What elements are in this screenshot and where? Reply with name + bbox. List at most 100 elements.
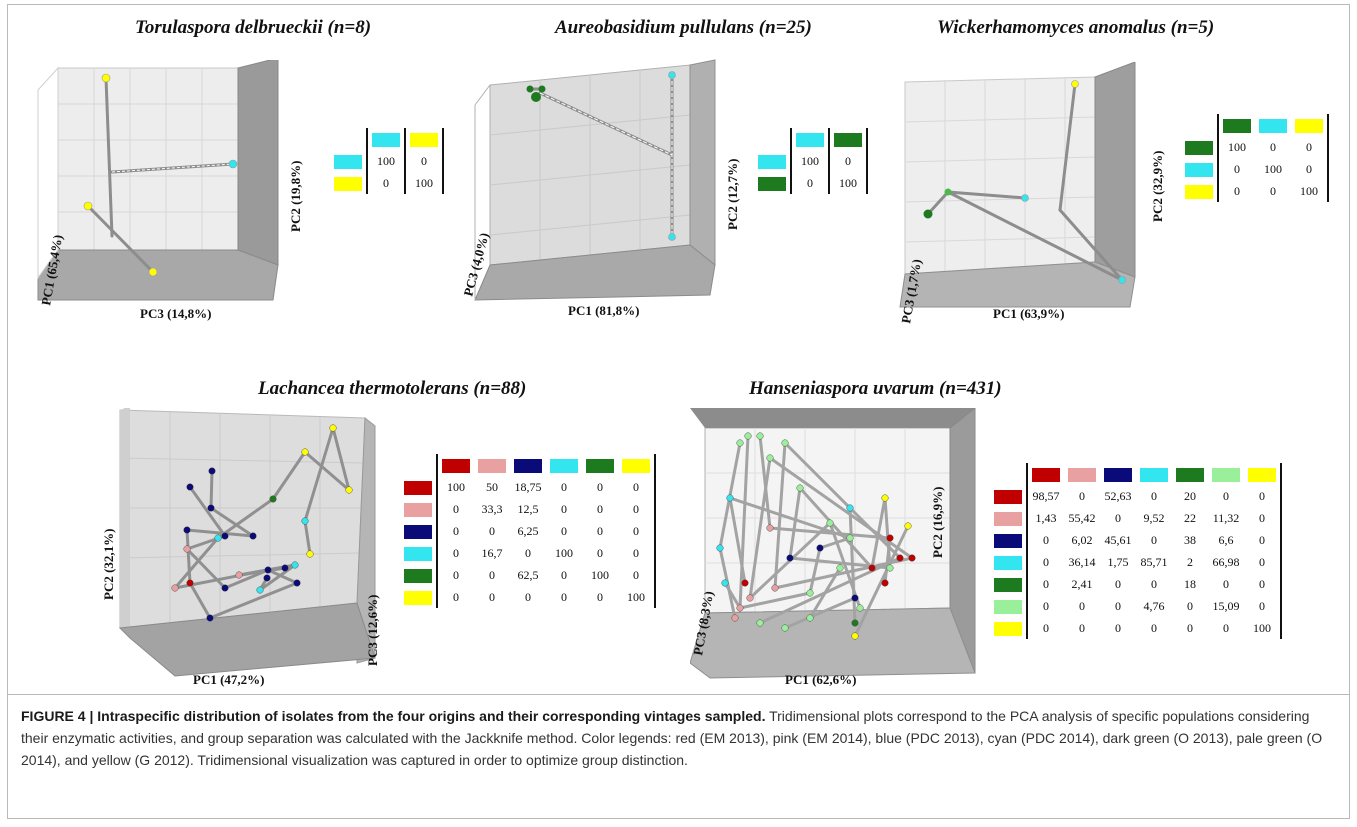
legend-swatch-dark-green: [1223, 118, 1251, 133]
table-cell: 0: [618, 476, 656, 498]
table-cell: 0: [1115, 576, 1121, 591]
isolate-point: [256, 586, 264, 594]
table-cell: 33,3: [481, 501, 503, 516]
isolate-point: [221, 584, 229, 592]
table-cell: 20: [1184, 488, 1196, 503]
legend-swatch-yellow: [334, 176, 362, 191]
table-cell: 0: [436, 564, 474, 586]
connector-line: [188, 581, 212, 620]
table-cell: 18,75: [514, 479, 542, 494]
connector-line: [185, 528, 192, 585]
table-cell: 62,5: [517, 567, 539, 582]
pca-plot-aureobasidium: PC3 (4,0%) PC1 (81,8%) PC2 (12,7%): [460, 55, 750, 325]
connector-line: [331, 426, 351, 492]
isolate-point: [731, 614, 739, 622]
caption-text: Tridimensional plots correspond to the P…: [21, 708, 1323, 768]
table-cell: 0: [828, 150, 868, 172]
legend-swatch-yellow: [404, 590, 432, 605]
isolate-point: [186, 579, 194, 587]
table-cell: 0: [1217, 158, 1255, 180]
isolate-point: [806, 589, 814, 597]
table-cell: 0: [1223, 576, 1229, 591]
table-cell: 0: [1079, 620, 1085, 635]
table-cell: 0: [1079, 598, 1085, 613]
table-cell: 0: [597, 545, 603, 560]
isolate-point: [301, 448, 309, 456]
table-cell: 0: [1291, 158, 1329, 180]
axis-label: PC2 (16,9%): [930, 487, 945, 559]
table-cell: 0: [366, 172, 405, 194]
jackknife-table-aureobasidium: 100 0 0 100: [754, 128, 868, 194]
legend-swatch-cyan: [1185, 162, 1213, 177]
isolate-point: [744, 432, 752, 440]
legend-swatch-pale-green: [994, 599, 1022, 614]
table-cell: 0: [597, 589, 603, 604]
table-cell: 0: [404, 150, 444, 172]
table-cell: 4,76: [1143, 598, 1165, 613]
connector-line: [266, 568, 299, 585]
table-cell: 1,75: [1107, 554, 1129, 569]
panel-title-torulaspora: Torulaspora delbrueckii (n=8): [135, 17, 372, 38]
isolate-point: [263, 574, 271, 582]
legend-swatch-yellow: [1248, 467, 1276, 482]
table-cell: 11,32: [1212, 510, 1240, 525]
connector-line: [808, 546, 822, 595]
isolate-point: [249, 532, 257, 540]
table-cell: 1,43: [1026, 507, 1064, 529]
table-cell: 0: [525, 589, 531, 604]
table-cell: 100: [828, 172, 868, 194]
table-cell: 16,7: [481, 545, 503, 560]
legend-swatch-yellow: [1185, 184, 1213, 199]
table-cell: 2,41: [1071, 576, 1093, 591]
legend-swatch-cyan: [994, 555, 1022, 570]
axis-label: PC1 (81,8%): [568, 303, 640, 318]
legend-swatch-cyan: [334, 154, 362, 169]
caption-label: FIGURE 4 | Intraspecific distribution of…: [21, 708, 766, 724]
jackknife-table-wickerhamomyces: 100 0 0 0 100 0 0 0 100: [1181, 114, 1329, 202]
connector-line: [188, 485, 227, 538]
isolate-point: [806, 614, 814, 622]
isolate-point: [741, 579, 749, 587]
table-cell: 98,57: [1026, 485, 1064, 507]
jackknife-table-lachancea: 100 50 18,75 0 0 0 0 33,3 12,5 0 0 0 0 0 6,25 0 0 0 0 16…: [400, 454, 656, 608]
table-cell: 100: [1291, 180, 1329, 202]
connector-line: [738, 591, 812, 610]
isolate-point: [756, 432, 764, 440]
table-cell: 0: [597, 523, 603, 538]
legend-swatch-red: [1032, 467, 1060, 482]
table-cell: 52,63: [1104, 488, 1132, 503]
connector-line: [173, 536, 220, 590]
table-cell: 12,5: [517, 501, 539, 516]
legend-swatch-blue: [1104, 467, 1132, 482]
jackknife-table-torulaspora: 100 0 0 100: [330, 128, 444, 194]
isolate-point: [781, 624, 789, 632]
pca-plot-hanseniaspora: PC3 (8,3%) PC1 (62,6%) PC2 (16,9%): [690, 408, 985, 688]
table-cell: 100: [555, 545, 573, 560]
table-cell: 45,61: [1104, 532, 1132, 547]
isolate-point: [846, 534, 854, 542]
table-cell: 100: [404, 172, 444, 194]
isolate-point: [186, 483, 194, 491]
table-cell: 0: [1223, 620, 1229, 635]
table-cell: 100: [790, 150, 829, 172]
table-cell: 0: [1026, 595, 1064, 617]
isolate-point: [786, 554, 794, 562]
isolate-point: [816, 544, 824, 552]
table-cell: 0: [489, 567, 495, 582]
table-cell: 2: [1187, 554, 1193, 569]
legend-swatch-yellow: [410, 132, 438, 147]
legend-swatch-dark-green: [758, 176, 786, 191]
table-cell: 0: [1270, 139, 1276, 154]
connector-line: [303, 450, 351, 492]
isolate-point: [771, 584, 779, 592]
table-cell: 0: [436, 498, 474, 520]
legend-swatch-dark-green: [1176, 467, 1204, 482]
legend-swatch-yellow: [1295, 118, 1323, 133]
isolate-point: [206, 614, 214, 622]
isolate-point: [264, 566, 272, 574]
axis-label: PC1 (63,9%): [993, 306, 1065, 321]
isolate-point: [716, 544, 724, 552]
table-cell: 50: [486, 479, 498, 494]
table-cell: 0: [436, 542, 474, 564]
isolate-point: [721, 579, 729, 587]
